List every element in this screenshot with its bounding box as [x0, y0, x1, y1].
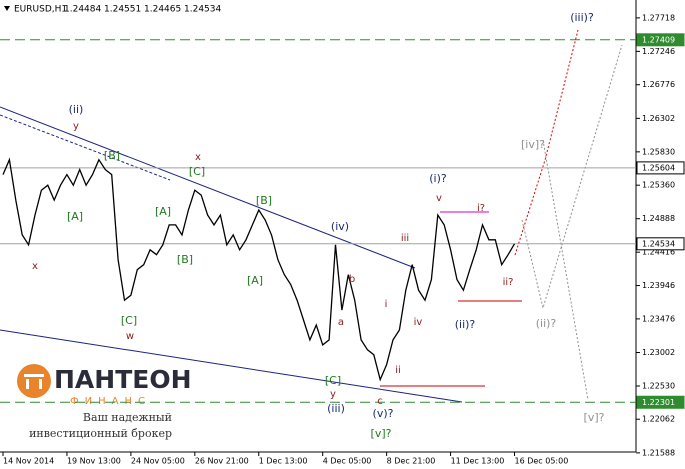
y-tick-label: 1.25360: [642, 181, 675, 190]
x-tick-label: 19 Nov 13:00: [67, 457, 121, 466]
wave-label: (ii): [69, 103, 84, 116]
logo-tagline: инвестиционный брокер: [29, 427, 172, 440]
wave-label: iv: [414, 317, 423, 328]
trend-line: [0, 106, 416, 269]
logo-icon: [26, 379, 29, 389]
y-tick-label: 1.23476: [642, 314, 675, 323]
wave-label: c: [377, 396, 383, 407]
wave-label: [A]: [67, 210, 83, 223]
wave-label: w: [126, 331, 134, 342]
wave-label: [B]: [177, 253, 193, 266]
wave-label: (i)?: [429, 172, 447, 185]
wave-label: [C]: [189, 165, 205, 178]
level-box: [636, 237, 685, 251]
wave-label: b: [349, 274, 355, 285]
wave-label: y: [73, 121, 79, 132]
y-tick-label: 1.21588: [642, 448, 675, 457]
wave-label: [A]: [155, 205, 171, 218]
y-tick-label: 1.23002: [642, 348, 675, 357]
logo-sub: ФИНАНС: [70, 396, 151, 407]
wave-label: (v)?: [373, 407, 394, 420]
wave-label: x: [195, 152, 201, 163]
wave-label: a: [338, 317, 344, 328]
x-tick-label: 24 Nov 05:00: [131, 457, 185, 466]
x-tick-label: 26 Nov 21:00: [195, 457, 249, 466]
level-label: 1.22301: [642, 398, 675, 407]
wave-label: [B]: [256, 194, 272, 207]
trend-line: [0, 329, 463, 403]
logo-icon: [39, 379, 42, 389]
y-tick-label: 1.26302: [642, 114, 675, 123]
level-label: 1.25604: [642, 163, 675, 172]
x-tick-label: 8 Dec 21:00: [387, 457, 436, 466]
x-tick-label: 11 Dec 13:00: [451, 457, 505, 466]
y-tick-label: 1.22530: [642, 382, 675, 391]
logo-name: ПАНТЕОН: [54, 365, 192, 394]
x-tick-label: 16 Dec 05:00: [515, 457, 569, 466]
wave-label: [v]?: [371, 427, 392, 440]
wave-label: x: [32, 261, 38, 272]
y-tick-label: 1.26776: [642, 80, 675, 89]
level-box: [636, 161, 685, 175]
y-tick-label: 1.22062: [642, 415, 675, 424]
wave-label: [C]: [121, 314, 137, 327]
wave-label: i?: [477, 203, 485, 214]
wave-label: [C]: [325, 374, 341, 387]
x-tick-label: 4 Dec 05:00: [323, 457, 372, 466]
logo-icon: [17, 364, 51, 398]
wave-label: y: [330, 389, 336, 400]
projection: [521, 44, 623, 310]
logo-tagline: Ваш надежный: [83, 411, 172, 424]
trend-line: [0, 114, 171, 181]
wave-label: (ii)?: [455, 318, 476, 331]
wave-label: [B]: [104, 149, 120, 162]
wave-label: [iv]?: [521, 138, 545, 151]
ohlc-value: 1.24484: [64, 5, 101, 15]
ohlc-value: 1.24465: [144, 5, 181, 15]
y-tick-label: 1.23946: [642, 281, 675, 290]
level-box: [636, 395, 685, 409]
level-label: 1.24534: [642, 239, 675, 248]
wave-label: ii: [395, 365, 401, 376]
y-tick-label: 1.25830: [642, 147, 675, 156]
y-tick-label: 1.24888: [642, 214, 675, 223]
ohlc-value: 1.24551: [104, 5, 141, 15]
y-tick-label: 1.27718: [642, 13, 675, 22]
menu-icon: [4, 6, 10, 11]
level-box: [636, 33, 685, 47]
price-line: [2, 157, 516, 382]
symbol: EURUSD,H1: [14, 5, 67, 15]
ohlc-value: 1.24534: [184, 5, 221, 15]
y-tick-label: 1.24416: [642, 248, 675, 257]
logo-icon: [24, 374, 44, 377]
wave-label: (iii)?: [570, 11, 594, 24]
wave-label: i: [385, 299, 388, 310]
y-tick-label: 1.27246: [642, 47, 675, 56]
wave-label: iii: [401, 233, 409, 244]
wave-label: [A]: [247, 274, 263, 287]
projection: [514, 29, 579, 256]
level-label: 1.27409: [642, 35, 675, 44]
wave-label: v: [436, 193, 442, 204]
x-tick-label: 14 Nov 2014: [3, 457, 54, 466]
wave-label: (ii)?: [536, 317, 557, 330]
x-tick-label: 1 Dec 13:00: [259, 457, 308, 466]
wave-label: (iii): [327, 402, 345, 415]
wave-label: (iv): [331, 220, 349, 233]
wave-label: [v]?: [584, 411, 605, 424]
wave-label: ii?: [503, 277, 514, 288]
